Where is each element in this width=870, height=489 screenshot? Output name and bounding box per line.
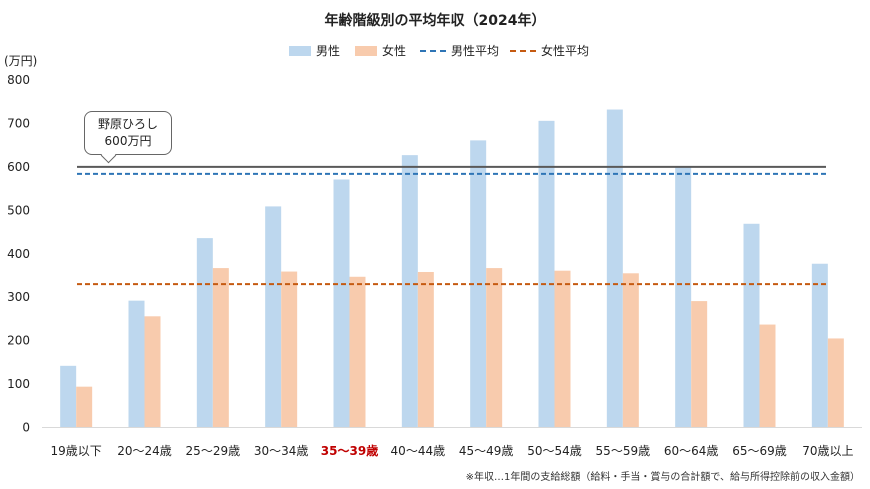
legend-swatch-female-average — [510, 49, 536, 52]
y-tick-label: 200 — [7, 334, 30, 348]
y-tick-label: 500 — [7, 203, 30, 217]
legend-item-male: 男性 — [289, 42, 340, 59]
x-tick-label: 45〜49歳 — [459, 444, 514, 458]
footnote: ※年収…1年間の支給総額（給料・手当・賞与の合計額で、給与所得控除前の収入金額） — [465, 472, 860, 483]
y-tick-label: 800 — [7, 73, 30, 87]
x-tick-label: 55〜59歳 — [596, 444, 651, 458]
legend-label-male: 男性 — [316, 44, 341, 58]
annotation-line1: 野原ひろし — [97, 117, 158, 131]
bar-female — [691, 301, 708, 428]
bar-male — [265, 206, 282, 428]
bar-male — [538, 120, 555, 428]
x-tick-label: 25〜29歳 — [186, 444, 241, 458]
bar-female — [76, 386, 93, 428]
bar-female — [622, 273, 639, 428]
y-tick-label: 100 — [7, 377, 30, 391]
legend-item-male-average: 男性平均 — [420, 42, 499, 59]
bar-female — [486, 268, 503, 428]
x-tick-label: 30〜34歳 — [254, 444, 309, 458]
x-tick-label: 70歳以上 — [802, 444, 853, 458]
x-tick-label: 19歳以下 — [51, 444, 102, 458]
bar-female — [212, 268, 229, 428]
legend-swatch-male — [289, 45, 311, 56]
legend-item-female-average: 女性平均 — [510, 42, 589, 59]
legend-label-male-average: 男性平均 — [451, 44, 500, 58]
bar-female — [144, 316, 161, 428]
y-axis-unit: (万円) — [4, 54, 38, 68]
bar-female — [349, 276, 366, 428]
legend-item-female: 女性 — [355, 42, 406, 59]
legend-label-female: 女性 — [382, 44, 407, 58]
bar-male — [606, 109, 623, 428]
bar-male — [743, 223, 760, 428]
chart-title: 年齢階級別の平均年収（2024年） — [324, 13, 546, 29]
bar-female — [554, 270, 571, 428]
bar-male — [811, 263, 828, 428]
annotation-callout: 野原ひろし 600万円 — [84, 111, 172, 164]
x-tick-label: 35〜39歳 — [321, 443, 378, 458]
legend-label-female-average: 女性平均 — [541, 44, 590, 58]
x-tick-label: 20〜24歳 — [117, 444, 172, 458]
bar-male — [401, 155, 418, 428]
legend-swatch-male-average — [420, 49, 446, 52]
bar-female — [417, 271, 434, 428]
x-tick-label: 65〜69歳 — [732, 444, 787, 458]
bar-male — [675, 166, 692, 428]
bar-female — [827, 338, 844, 428]
y-tick-label: 700 — [7, 116, 30, 130]
y-tick-label: 300 — [7, 290, 30, 304]
chart-legend: 男性 女性 男性平均 女性平均 — [0, 42, 870, 62]
x-tick-label: 50〜54歳 — [527, 444, 582, 458]
bar-female — [759, 324, 776, 428]
bar-male — [60, 365, 77, 428]
x-tick-label: 60〜64歳 — [664, 444, 719, 458]
bar-female — [281, 271, 298, 428]
y-tick-label: 0 — [22, 421, 30, 435]
x-tick-label: 40〜44歳 — [391, 444, 446, 458]
y-tick-label: 600 — [7, 160, 30, 174]
bar-male — [333, 179, 350, 428]
bar-male — [128, 300, 145, 428]
bar-male — [196, 238, 213, 428]
annotation-line2: 600万円 — [104, 134, 152, 148]
legend-swatch-female — [355, 45, 377, 56]
y-tick-label: 400 — [7, 247, 30, 261]
